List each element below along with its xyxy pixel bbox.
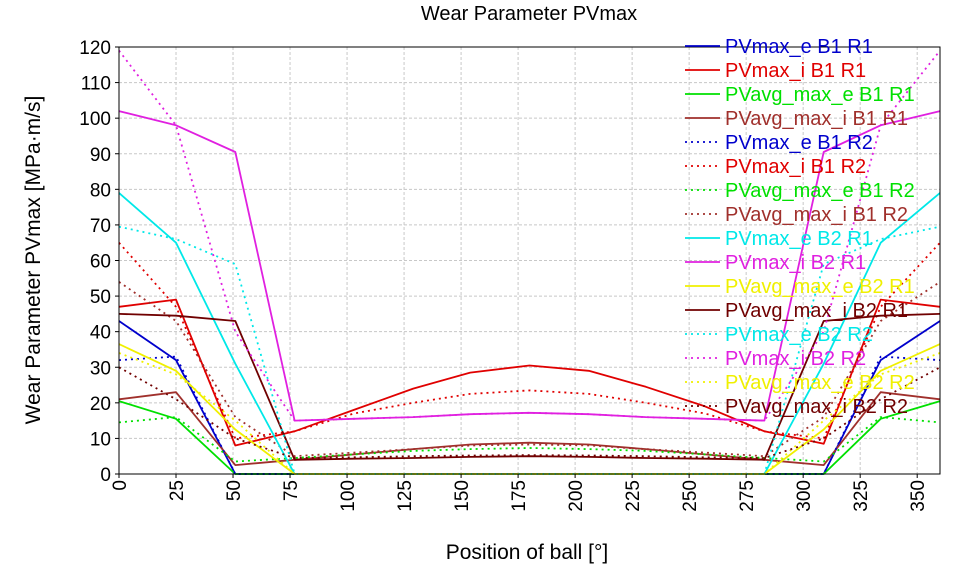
y-tick-label: 70: [90, 216, 111, 237]
chart-title: Wear Parameter PVmax: [421, 3, 637, 25]
x-tick-label: 250: [680, 480, 701, 512]
x-tick-label: 200: [566, 480, 587, 512]
legend-label: PVavg_max_i B1 R1: [725, 108, 908, 130]
x-tick-label: 150: [452, 480, 473, 512]
x-axis-label: Position of ball [°]: [446, 541, 608, 564]
y-tick-label: 60: [90, 252, 111, 273]
x-tick-label: 175: [509, 480, 530, 512]
x-tick-label: 275: [737, 480, 758, 512]
x-tick-label: 50: [224, 480, 245, 501]
series-line-4: [118, 391, 941, 467]
legend-label: PVavg_max_e B1 R1: [725, 84, 915, 106]
legend-label: PVmax_i B2 R1: [725, 252, 866, 274]
x-ticks: 0 25 50 75 100 125 150 175 200 225 250 275 300 325 350: [110, 474, 929, 512]
series-line-16: [118, 366, 941, 459]
y-ticks: 0 10 20 30 40 50 60 70 80 90 100 110 120: [79, 38, 119, 486]
y-tick-label: 20: [90, 394, 111, 415]
x-tick-label: 225: [623, 480, 644, 512]
y-axis-label: Wear Parameter PVmax [MPa·m/s]: [22, 96, 45, 425]
y-tick-label: 110: [81, 74, 111, 95]
legend-label: PVavg_max_i B2 R2: [725, 396, 908, 418]
legend-label: PVavg_max_i B2 R1: [725, 300, 908, 322]
series-line-2: [118, 298, 941, 447]
x-tick-label: 300: [794, 480, 815, 512]
series-line-8: [118, 281, 941, 458]
legend-label: PVmax_i B1 R1: [725, 60, 866, 82]
series-line-7: [118, 416, 941, 463]
legend-label: PVmax_i B1 R2: [725, 156, 866, 178]
y-tick-label: 80: [90, 180, 111, 201]
y-tick-label: 90: [90, 145, 111, 166]
y-tick-label: 10: [90, 429, 111, 450]
y-tick-label: 40: [90, 323, 111, 344]
y-tick-label: 120: [79, 38, 111, 59]
x-tick-label: 125: [395, 480, 416, 512]
series-line-12: [118, 313, 941, 461]
series-line-10: [118, 110, 941, 422]
y-tick-label: 50: [90, 287, 111, 308]
legend-label: PVavg_max_e B2 R2: [725, 372, 915, 394]
x-tick-label: 350: [908, 480, 929, 512]
series-line-6: [118, 242, 941, 440]
y-tick-label: 30: [90, 358, 111, 379]
x-tick-label: 0: [110, 480, 131, 491]
x-tick-label: 75: [281, 480, 302, 501]
y-tick-label: 100: [79, 109, 111, 130]
legend-label: PVavg_max_e B2 R1: [725, 276, 915, 298]
legend-label: PVmax_i B2 R2: [725, 348, 866, 370]
legend-label: PVmax_e B2 R1: [725, 228, 873, 250]
x-tick-label: 100: [338, 480, 359, 512]
y-tick-label: 0: [100, 465, 111, 486]
legend-label: PVmax_e B1 R1: [725, 36, 873, 58]
x-tick-label: 25: [167, 480, 188, 501]
legend-label: PVmax_e B1 R2: [725, 132, 873, 154]
legend-label: PVavg_max_e B1 R2: [725, 180, 915, 202]
legend-label: PVmax_e B2 R2: [725, 324, 873, 346]
x-tick-label: 325: [851, 480, 872, 512]
legend-label: PVavg_max_i B1 R2: [725, 204, 908, 226]
